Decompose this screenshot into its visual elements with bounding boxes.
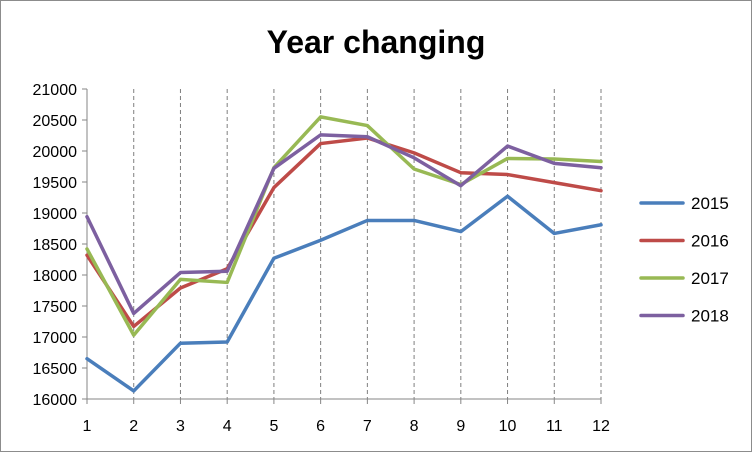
x-tick-label: 5 [269,418,278,435]
y-tick-label: 16500 [33,361,78,378]
x-tick-label: 1 [83,418,92,435]
series-line-2018 [85,133,603,316]
chart-title: Year changing [267,24,486,60]
x-tick-label: 11 [546,418,563,435]
y-tick-label: 21000 [33,82,78,99]
x-tick-label: 4 [223,418,232,435]
y-tick-label: 18500 [33,237,78,254]
x-tick-label: 8 [410,418,419,435]
grid-layer [133,89,602,399]
y-tick-label: 17000 [33,330,78,347]
legend: 2015 2016 2017 2018 [639,194,729,326]
y-tick-label: 20500 [33,113,78,130]
series-line-2017 [85,115,603,337]
legend-label: 2018 [691,307,729,326]
axes-layer: 16000 16500 17000 17500 18000 18500 19000 19500… [33,82,611,435]
x-tick-label: 12 [592,418,610,435]
x-tick-label: 7 [363,418,372,435]
x-tick-label: 3 [176,418,185,435]
y-tick-label: 18000 [33,268,78,285]
y-tick-label: 19500 [33,175,78,192]
y-tick-label: 20000 [33,144,78,161]
series-layer [85,115,603,393]
x-tick-label: 10 [499,418,517,435]
series-line-2016 [85,136,603,329]
x-tick-label: 2 [129,418,138,435]
x-tick-label: 6 [316,418,325,435]
y-tick-label: 16000 [33,392,78,409]
x-tick-label: 9 [456,418,465,435]
y-tick-label: 19000 [33,206,78,223]
series-line-2015 [85,194,603,393]
legend-label: 2015 [691,194,729,213]
y-tick-label: 17500 [33,299,78,316]
legend-label: 2017 [691,269,729,288]
legend-label: 2016 [691,232,729,251]
